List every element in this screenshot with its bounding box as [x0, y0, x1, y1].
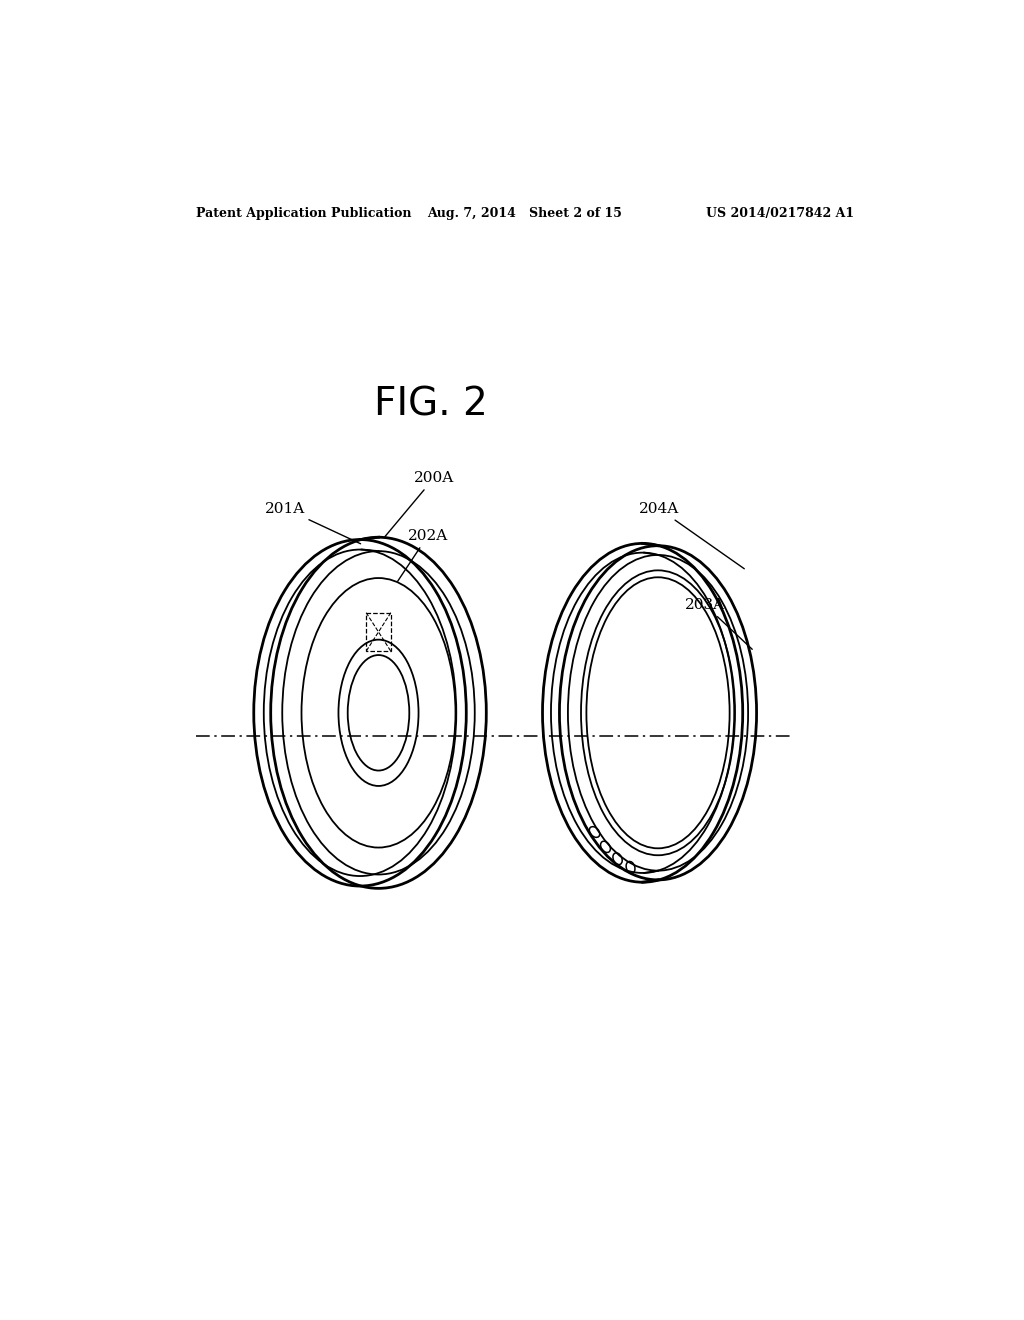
Text: 201A: 201A: [265, 502, 360, 544]
Text: 202A: 202A: [397, 529, 449, 581]
Text: Patent Application Publication: Patent Application Publication: [196, 207, 412, 220]
Text: FIG. 2: FIG. 2: [374, 385, 487, 424]
Text: Aug. 7, 2014   Sheet 2 of 15: Aug. 7, 2014 Sheet 2 of 15: [427, 207, 623, 220]
Text: 203A: 203A: [685, 598, 753, 649]
Text: US 2014/0217842 A1: US 2014/0217842 A1: [707, 207, 854, 220]
Text: 200A: 200A: [385, 471, 455, 537]
Text: 204A: 204A: [639, 502, 744, 569]
Bar: [367, 612, 391, 651]
